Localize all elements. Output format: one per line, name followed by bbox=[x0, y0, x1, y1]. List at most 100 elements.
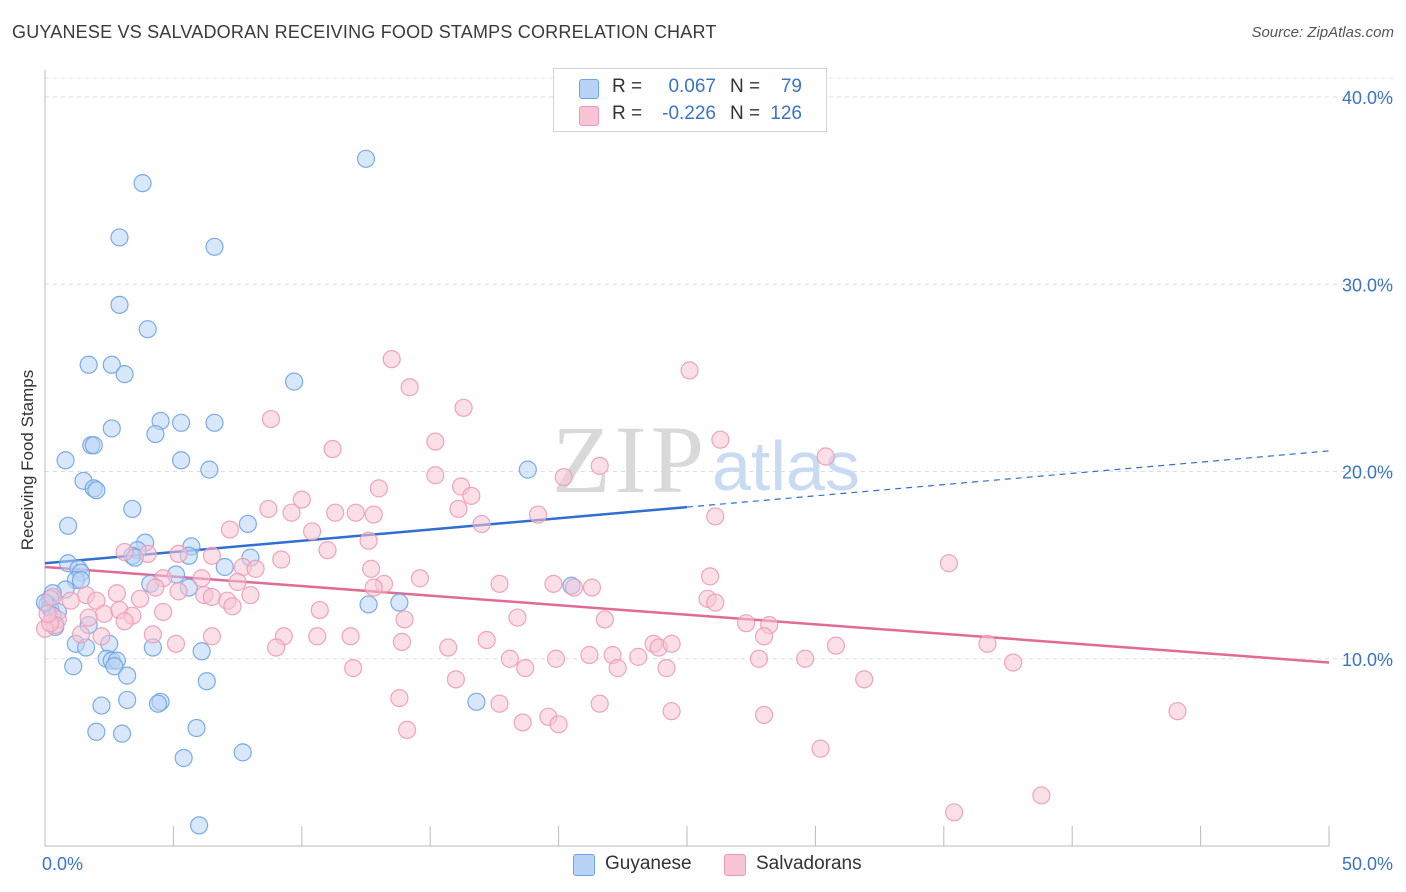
guyanese-point bbox=[133, 174, 152, 193]
salvadoran-point bbox=[272, 550, 291, 569]
guyanese-point bbox=[115, 365, 134, 384]
y-tick-label: 10.0% bbox=[1342, 650, 1393, 670]
salvadoran-point bbox=[449, 499, 468, 519]
salvadoran-point bbox=[259, 499, 278, 519]
salvadoran-point bbox=[344, 659, 363, 678]
salvadoran-point bbox=[528, 505, 548, 524]
salvadoran-point bbox=[590, 694, 609, 713]
salvadoran-point bbox=[202, 627, 222, 646]
salvadoran-point bbox=[500, 649, 519, 668]
guyanese-point bbox=[118, 690, 137, 710]
salvadoran-point bbox=[608, 659, 627, 678]
salvadoran-point bbox=[130, 589, 150, 608]
guyanese-point bbox=[518, 460, 537, 479]
salvadoran-point bbox=[223, 597, 242, 616]
salvadoran-point bbox=[43, 587, 62, 607]
salvadoran-point bbox=[855, 670, 874, 689]
legend-swatch-salvadorans bbox=[579, 106, 599, 126]
correlation-legend: R = 0.067 N = 79 R = -0.226 N = 126 bbox=[553, 68, 827, 132]
salvadoran-trend-line bbox=[44, 565, 1330, 664]
salvadoran-point bbox=[115, 542, 134, 562]
y-axis-label: Receiving Food Stamps bbox=[18, 370, 37, 550]
salvadoran-point bbox=[220, 520, 239, 539]
watermark-atlas: atlas bbox=[712, 427, 860, 505]
guyanese-point bbox=[215, 557, 234, 577]
salvadoran-point bbox=[308, 627, 327, 646]
salvadoran-point bbox=[549, 715, 568, 734]
salvadoran-point bbox=[346, 503, 365, 522]
salvadoran-point bbox=[369, 479, 388, 498]
y-tick-label: 30.0% bbox=[1342, 275, 1393, 295]
salvadoran-point bbox=[826, 636, 846, 655]
salvadoran-point bbox=[38, 604, 57, 623]
salvadoran-point bbox=[397, 720, 417, 740]
guyanese-point bbox=[187, 718, 206, 738]
salvadoran-point bbox=[580, 645, 599, 665]
guyanese-point bbox=[92, 696, 111, 715]
legend-r-value: 0.067 bbox=[668, 76, 716, 97]
salvadoran-point bbox=[516, 659, 535, 678]
series-swatch-guyanese bbox=[573, 854, 595, 876]
guyanese-point bbox=[87, 722, 106, 741]
salvadoran-point bbox=[359, 531, 378, 550]
guyanese-trend-line-extension bbox=[686, 450, 1330, 508]
salvadoran-point bbox=[754, 705, 774, 725]
salvadoran-point bbox=[169, 582, 188, 601]
salvadoran-point bbox=[92, 627, 111, 646]
salvadoran-point bbox=[978, 634, 997, 653]
salvadoran-point bbox=[79, 608, 98, 627]
guyanese-point bbox=[102, 355, 121, 374]
series-label-guyanese: Guyanese bbox=[605, 853, 692, 874]
guyanese-point bbox=[205, 237, 224, 256]
watermark: ZIP atlas bbox=[552, 406, 860, 513]
salvadoran-point bbox=[564, 578, 584, 597]
salvadoran-point bbox=[796, 649, 815, 668]
legend-swatch-guyanese bbox=[579, 79, 599, 99]
salvadoran-point bbox=[426, 466, 445, 485]
salvadoran-point bbox=[138, 544, 157, 563]
legend-n-label: N = bbox=[730, 103, 761, 124]
salvadoran-point bbox=[944, 803, 964, 822]
salvadoran-point bbox=[706, 593, 725, 612]
guyanese-point bbox=[123, 499, 142, 519]
chart-source: Source: ZipAtlas.com bbox=[1251, 24, 1394, 41]
legend-row-salvadorans: R = -0.226 N = 126 bbox=[554, 100, 826, 128]
guyanese-point bbox=[112, 724, 132, 743]
guyanese-point bbox=[359, 595, 378, 614]
salvadoran-point bbox=[318, 541, 337, 560]
salvadoran-point bbox=[71, 625, 91, 644]
guyanese-point bbox=[138, 320, 157, 339]
guyanese-point bbox=[64, 657, 83, 676]
salvadoran-point bbox=[477, 630, 496, 650]
salvadoran-point bbox=[341, 627, 360, 646]
salvadoran-point bbox=[749, 649, 769, 668]
salvadoran-point bbox=[680, 361, 699, 380]
salvadoran-point bbox=[462, 486, 481, 505]
salvadoran-point bbox=[169, 544, 188, 563]
guyanese-point bbox=[200, 460, 219, 479]
salvadoran-point bbox=[326, 503, 345, 522]
salvadoran-point bbox=[711, 430, 730, 449]
salvadoran-point bbox=[1032, 786, 1051, 805]
guyanese-point bbox=[110, 295, 129, 314]
series-swatch-salvadorans bbox=[724, 854, 746, 876]
guyanese-point bbox=[59, 516, 78, 535]
x-tick-label: 50.0% bbox=[1342, 854, 1393, 874]
guyanese-point bbox=[84, 436, 103, 455]
guyanese-point bbox=[284, 372, 304, 391]
tick-labels: 10.0% 20.0% 30.0% 40.0% 0.0% 50.0% bbox=[42, 88, 1393, 874]
salvadoran-point bbox=[446, 670, 465, 689]
x-tick-label: 0.0% bbox=[42, 854, 83, 874]
salvadoran-point bbox=[400, 378, 419, 397]
salvadoran-point bbox=[490, 694, 509, 713]
legend-n-label: N = bbox=[730, 76, 761, 97]
salvadoran-point bbox=[439, 638, 458, 657]
series-label-salvadorans: Salvadorans bbox=[756, 853, 862, 874]
salvadoran-point bbox=[94, 604, 114, 623]
salvadoran-point bbox=[595, 610, 614, 629]
guyanese-point bbox=[102, 419, 121, 438]
salvadoran-point bbox=[816, 447, 835, 466]
y-tick-label: 40.0% bbox=[1342, 88, 1393, 108]
salvadoran-point bbox=[310, 600, 329, 620]
